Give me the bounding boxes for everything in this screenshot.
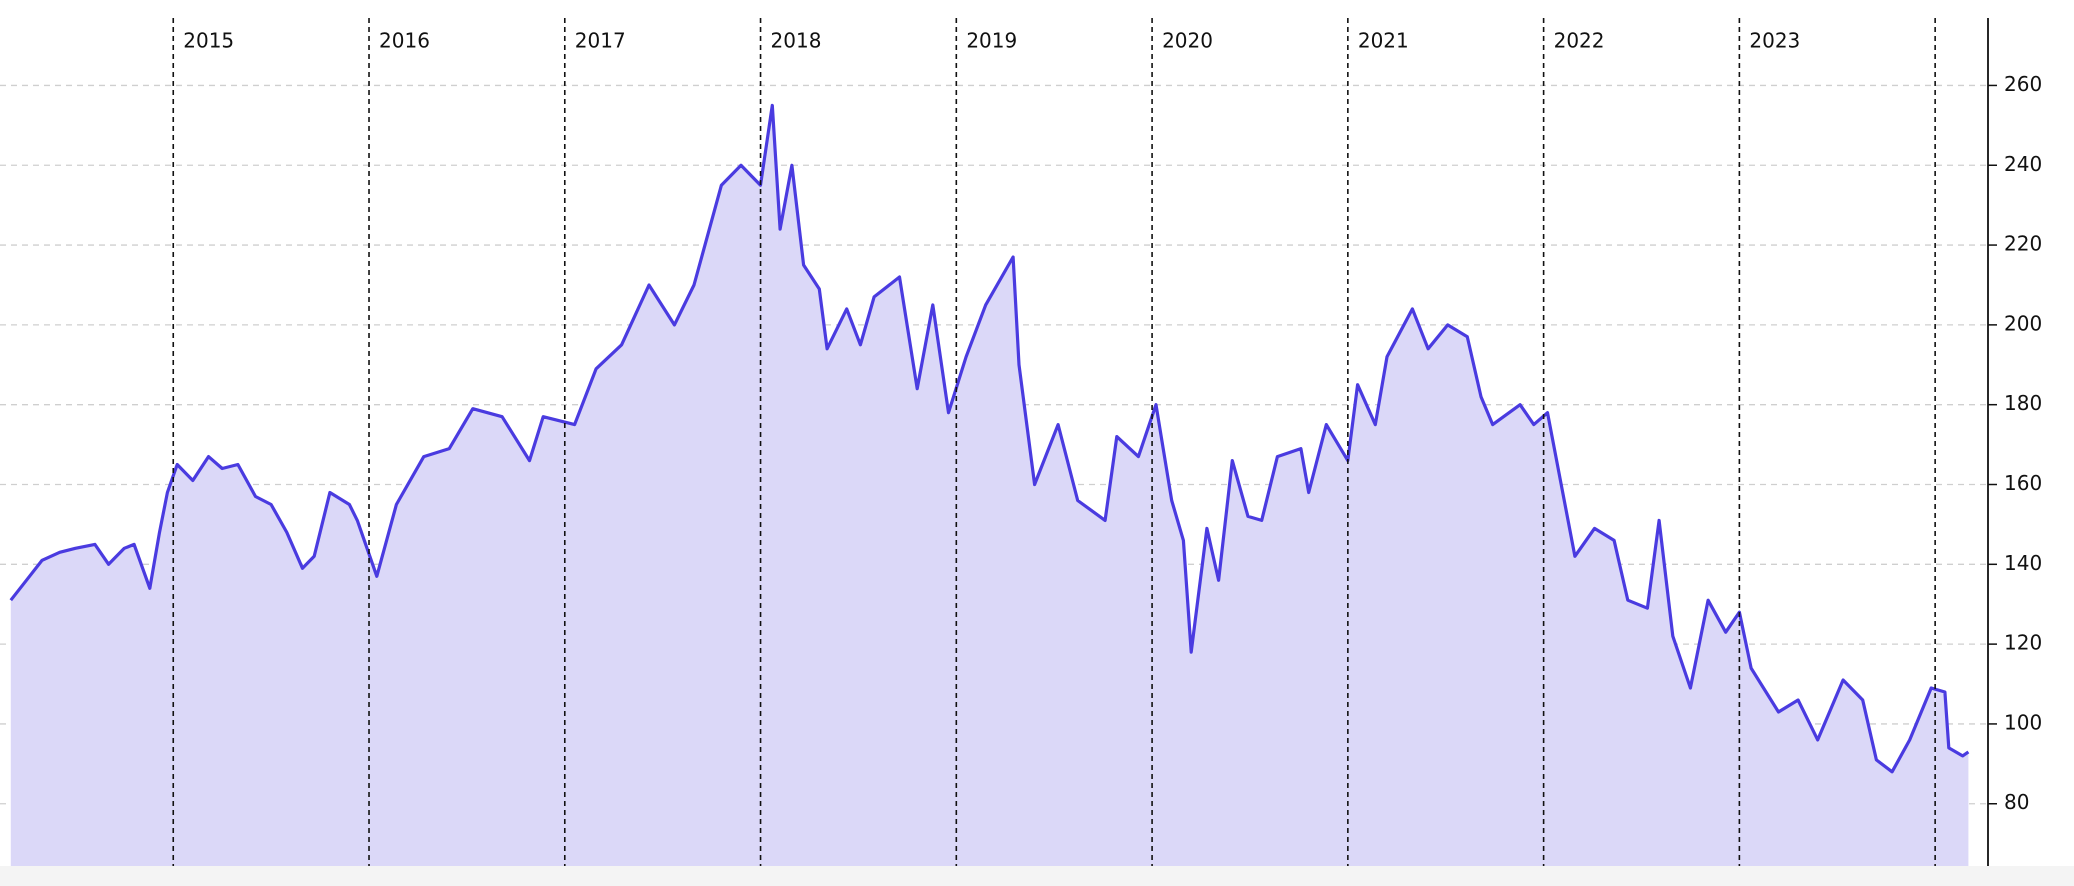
area — [10, 105, 1969, 866]
x-tick-label: 2020 — [1162, 29, 1213, 53]
y-tick-label: 120 — [2004, 631, 2042, 655]
y-tick-label: 240 — [2004, 152, 2042, 176]
y-tick-label: 260 — [2004, 72, 2042, 96]
line — [9, 103, 1970, 774]
y-tick-label: 200 — [2004, 311, 2042, 335]
x-tick-label: 2019 — [966, 29, 1017, 53]
x-tick-label: 2016 — [379, 29, 430, 53]
x-tick-label: 2018 — [771, 29, 822, 53]
y-tick-label: 180 — [2004, 391, 2042, 415]
x-tick-label: 2015 — [183, 29, 234, 53]
x-tick-label: 2017 — [575, 29, 626, 53]
x-tick-label: 2021 — [1358, 29, 1409, 53]
y-tick-label: 140 — [2004, 551, 2042, 575]
y-tick-label: 100 — [2004, 710, 2042, 734]
y-tick-label: 220 — [2004, 232, 2042, 256]
x-tick-label: 2022 — [1554, 29, 1605, 53]
x-tick-label: 2023 — [1749, 29, 1800, 53]
y-tick-label: 80 — [2004, 790, 2029, 814]
bottom-band — [0, 866, 2074, 886]
y-tick-label: 160 — [2004, 471, 2042, 495]
